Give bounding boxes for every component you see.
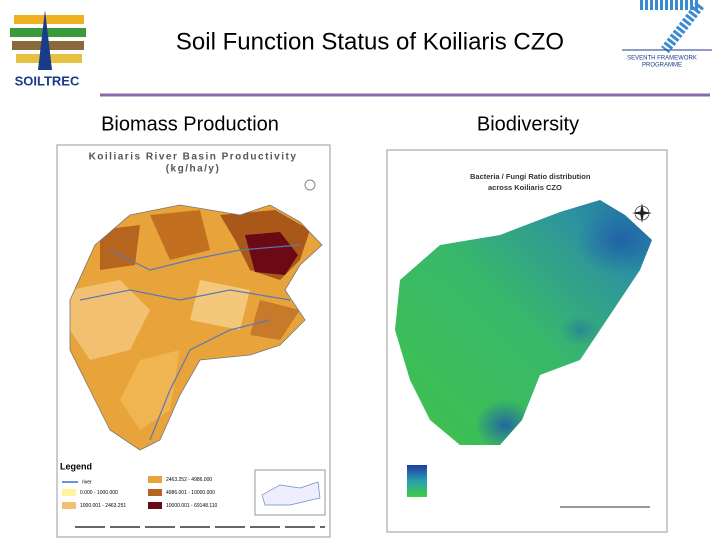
logo-text: SOILTREC <box>15 73 80 88</box>
map-subtitle: (kg/ha/y) <box>166 164 221 175</box>
panel-heading: Biodiversity <box>477 113 579 135</box>
map-title: across Koiliaris CZO <box>488 183 562 192</box>
map-title: Bacteria / Fungi Ratio distribution <box>470 172 591 181</box>
slide-title: Soil Function Status of Koiliaris CZO <box>176 28 564 55</box>
fp7-logo: SEVENTH FRAMEWORK PROGRAMME <box>622 0 712 69</box>
legend-label: 1000.001 - 2463.251 <box>80 503 126 509</box>
soiltrec-logo: SOILTREC <box>10 10 86 88</box>
panel-heading: Biomass Production <box>101 113 279 135</box>
legend-label: 10000.001 - 69148.110 <box>166 503 218 509</box>
legend-label: 4986.001 - 10000.000 <box>166 490 215 496</box>
biodiversity-map: Bacteria / Fungi Ratio distribution acro… <box>386 149 668 533</box>
legend-label: 2463.252 - 4986.000 <box>166 477 212 483</box>
map-title: Koiliaris River Basin Productivity <box>89 152 298 163</box>
legend-title: Legend <box>60 461 92 471</box>
legend-label: 0.000 - 1000.000 <box>80 490 118 496</box>
biomass-map: Koiliaris River Basin Productivity (kg/h… <box>56 144 331 538</box>
fp7-text: PROGRAMME <box>642 63 682 69</box>
legend-label: river <box>82 479 92 485</box>
fp7-text: SEVENTH FRAMEWORK <box>627 56 697 62</box>
